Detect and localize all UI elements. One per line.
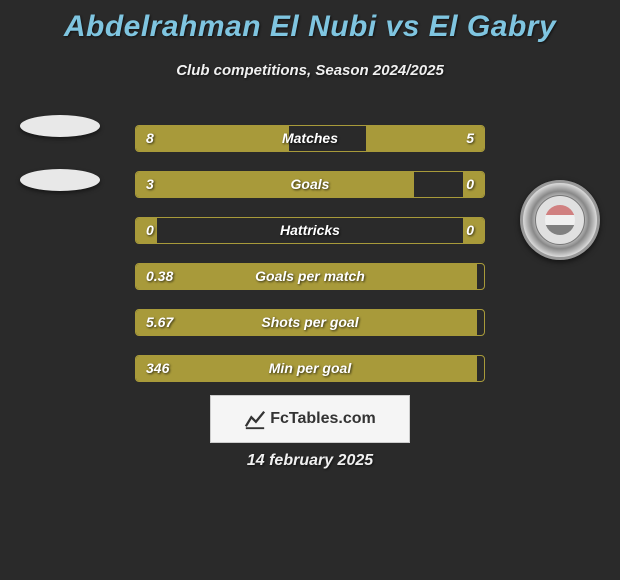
player-right-avatar (520, 180, 600, 260)
stat-label: Shots per goal (136, 310, 484, 335)
stat-value-right: 0 (466, 172, 474, 197)
chart-line-icon (244, 408, 266, 430)
stat-row: 8Matches5 (135, 125, 485, 152)
comparison-date: 14 february 2025 (0, 452, 620, 470)
avatar-placeholder-icon (20, 115, 100, 137)
stat-row: 346Min per goal (135, 355, 485, 382)
stat-row: 0Hattricks0 (135, 217, 485, 244)
stat-value-right: 0 (466, 218, 474, 243)
stat-label: Goals (136, 172, 484, 197)
player-left-avatar (20, 115, 100, 195)
stat-label: Matches (136, 126, 484, 151)
club-emblem-icon (520, 180, 600, 260)
watermark-text: FcTables.com (270, 410, 376, 428)
stat-row: 0.38Goals per match (135, 263, 485, 290)
stats-list: 8Matches53Goals00Hattricks00.38Goals per… (135, 125, 485, 401)
watermark: FcTables.com (210, 395, 410, 443)
stat-label: Min per goal (136, 356, 484, 381)
stat-row: 5.67Shots per goal (135, 309, 485, 336)
avatar-placeholder-icon (20, 169, 100, 191)
stat-value-right: 5 (466, 126, 474, 151)
stat-row: 3Goals0 (135, 171, 485, 198)
comparison-title: Abdelrahman El Nubi vs El Gabry (0, 0, 620, 44)
comparison-subtitle: Club competitions, Season 2024/2025 (0, 62, 620, 79)
stat-label: Goals per match (136, 264, 484, 289)
stat-label: Hattricks (136, 218, 484, 243)
